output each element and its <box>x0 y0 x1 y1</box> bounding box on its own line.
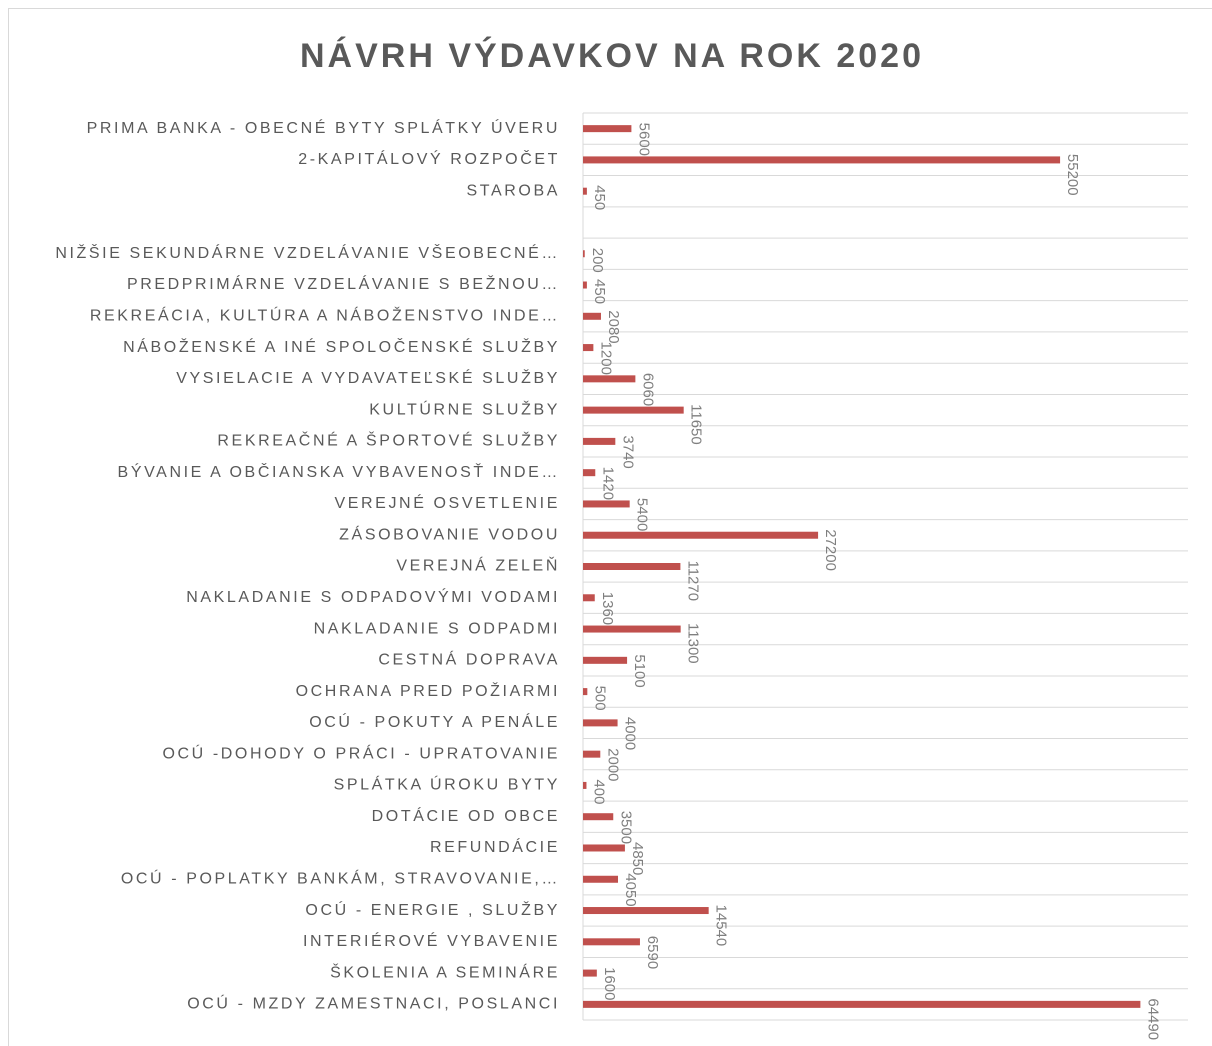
y-tick-label: KULTÚRNE SLUŽBY <box>369 399 560 418</box>
value-label: 1600 <box>601 967 618 1000</box>
y-tick-label: DOTÁCIE OD OBCE <box>372 806 560 825</box>
value-label: 11650 <box>688 404 705 445</box>
bar <box>583 938 640 946</box>
y-tick-label: REFUNDÁCIE <box>430 837 560 856</box>
bar <box>583 844 625 852</box>
bar <box>583 594 595 602</box>
bar <box>583 344 594 352</box>
y-tick-label: OCÚ -DOHODY O PRÁCI - UPRATOVANIE <box>162 743 560 762</box>
value-label: 6590 <box>644 936 661 969</box>
bar <box>583 563 681 570</box>
value-label: 400 <box>590 779 607 804</box>
value-label: 1200 <box>597 342 614 375</box>
value-label: 4000 <box>622 717 639 750</box>
y-tick-label: NAKLADANIE S ODPADOVÝMI VODAMI <box>186 587 560 606</box>
bar <box>583 250 585 258</box>
bar <box>583 907 709 915</box>
y-tick-label: OCÚ - MZDY ZAMESTNACI, POSLANCI <box>187 994 560 1013</box>
y-tick-label: STAROBA <box>467 182 560 199</box>
value-label: 450 <box>591 279 608 304</box>
y-tick-label: VEREJNÁ ZELEŇ <box>396 556 560 575</box>
bar <box>583 469 596 477</box>
chart-title: NÁVRH VÝDAVKOV NA ROK 2020 <box>300 37 924 75</box>
y-tick-label: REKREÁCIA, KULTÚRA A NÁBOŽENSTVO INDE… <box>90 306 560 325</box>
value-label: 1420 <box>599 467 616 500</box>
bar <box>583 719 618 727</box>
y-tick-label: REKREAČNÉ A ŠPORTOVÉ SLUŽBY <box>217 431 560 450</box>
value-label: 11270 <box>684 561 701 602</box>
value-label: 11300 <box>685 623 702 664</box>
bar <box>583 969 597 977</box>
value-label: 4050 <box>622 873 639 906</box>
y-tick-label: SPLÁTKA ÚROKU BYTY <box>334 775 560 794</box>
y-tick-label: CESTNÁ DOPRAVA <box>378 650 560 669</box>
bar <box>583 281 587 289</box>
bar <box>583 875 619 883</box>
y-tick-label: OCÚ - POPLATKY BANKÁM, STRAVOVANIE,… <box>121 868 560 887</box>
y-tick-label: OCÚ - POKUTY A PENÁLE <box>309 712 560 731</box>
y-tick-label: NAKLADANIE S ODPADMI <box>314 620 560 637</box>
bar <box>583 781 587 789</box>
value-label: 55200 <box>1064 154 1081 196</box>
value-label: 4850 <box>629 842 646 875</box>
bar <box>583 625 681 633</box>
y-tick-label: NÁBOŽENSKÉ A INÉ SPOLOČENSKÉ SLUŽBY <box>123 337 560 356</box>
value-label: 3500 <box>617 811 634 844</box>
y-tick-label: VEREJNÉ OSVETLENIE <box>334 493 560 512</box>
bar <box>583 375 636 383</box>
value-label: 27200 <box>822 529 839 571</box>
value-label: 450 <box>591 185 608 210</box>
bar <box>583 500 630 508</box>
bar <box>583 437 616 445</box>
value-label: 6060 <box>639 373 656 406</box>
y-tick-label: INTERIÉROVÉ VYBAVENIE <box>303 931 560 950</box>
y-tick-label: OCÚ - ENERGIE , SLUŽBY <box>305 900 560 919</box>
y-tick-label: BÝVANIE A OBČIANSKA VYBAVENOSŤ INDE… <box>118 462 560 481</box>
value-label: 14540 <box>713 905 730 947</box>
bar <box>583 156 1061 164</box>
value-label: 3740 <box>619 435 636 468</box>
y-tick-label: OCHRANA PRED POŽIARMI <box>296 681 560 700</box>
value-label: 5100 <box>631 654 648 687</box>
bar <box>583 187 587 195</box>
bar <box>583 1000 1141 1008</box>
bar <box>583 531 819 539</box>
y-tick-label: VYSIELACIE A VYDAVATEĽSKÉ SLUŽBY <box>176 368 560 387</box>
value-label: 2080 <box>605 310 622 343</box>
bar <box>583 813 614 821</box>
bar <box>583 406 684 414</box>
bar <box>583 312 601 320</box>
bar <box>583 125 632 133</box>
bar <box>583 688 588 696</box>
chart-border <box>8 8 1212 1046</box>
y-tick-label: NIŽŠIE SEKUNDÁRNE VZDELÁVANIE VŠEOBECNÉ… <box>55 243 560 262</box>
bar <box>583 750 601 758</box>
value-label: 5600 <box>635 123 652 156</box>
y-tick-label: 2-KAPITÁLOVÝ ROZPOČET <box>298 149 560 168</box>
bar <box>583 656 628 664</box>
value-label: 1360 <box>599 592 616 625</box>
value-label: 2000 <box>604 748 621 781</box>
value-label: 64490 <box>1144 998 1161 1040</box>
y-tick-label: PREDPRIMÁRNE VZDELÁVANIE S BEŽNOU… <box>127 274 560 293</box>
y-tick-label: PRIMA BANKA - OBECNÉ BYTY SPLÁTKY ÚVERU <box>87 118 560 137</box>
value-label: 5400 <box>634 498 651 531</box>
y-tick-label: ZÁSOBOVANIE VODOU <box>339 524 560 543</box>
value-label: 200 <box>589 248 606 273</box>
y-tick-label: ŠKOLENIA A SEMINÁRE <box>330 962 560 981</box>
value-label: 500 <box>591 686 608 711</box>
